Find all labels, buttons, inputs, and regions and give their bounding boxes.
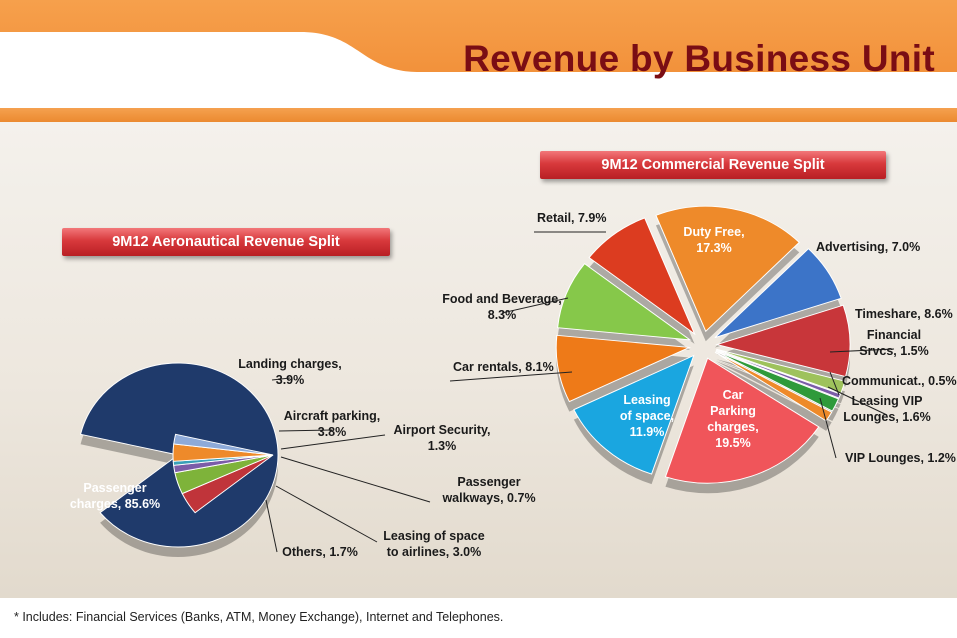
9m12-commercial-revenue-split-pie: Duty Free, 17.3% Advertising, 7.0% Timeshar…	[442, 205, 957, 494]
leader-line	[271, 377, 291, 381]
slice-car-rentals	[555, 334, 692, 403]
label-communicat: Communicat., 0.5%	[829, 371, 957, 396]
label-landing-charges: Landing charges, 3.9%	[238, 357, 342, 387]
data-label: Others, 1.7%	[282, 545, 358, 559]
leader-line	[278, 429, 333, 432]
slice-duty-free	[655, 205, 800, 333]
leader-line	[501, 297, 569, 314]
data-label: Financial Srvcs, 1.5%	[859, 328, 929, 358]
data-label: Food and Beverage, 8.3%	[442, 292, 561, 322]
label-passenger-walkways: Passenger walkways, 0.7%	[280, 456, 536, 505]
9m12-aeronautical-revenue-split-pie: Passenger charges, 85.6% Landing charges, 3…	[70, 357, 536, 559]
slice-advertising	[714, 248, 842, 339]
slice-leasing-of-space	[573, 354, 695, 475]
slice-food-and-beverage	[557, 263, 692, 341]
label-aircraft-parking: Aircraft parking, 3.8%	[278, 409, 381, 439]
footnote: * Includes: Financial Services (Banks, A…	[14, 610, 504, 624]
data-label: Landing charges, 3.9%	[238, 357, 342, 387]
header-curve	[0, 32, 957, 110]
footnote-bar: * Includes: Financial Services (Banks, A…	[0, 598, 957, 638]
label-leasing-vip-lounges: Leasing VIP Lounges, 1.6%	[827, 386, 931, 424]
label-retail: Retail, 7.9%	[534, 211, 606, 233]
aero-chart-title: 9M12 Aeronautical Revenue Split	[62, 228, 390, 256]
slice-shadow	[715, 362, 832, 431]
data-label: Duty Free, 17.3%	[683, 225, 744, 255]
label-passenger-charges: Passenger charges, 85.6%	[70, 481, 160, 511]
slice-communicat	[715, 349, 842, 399]
leader-line	[275, 485, 378, 543]
leader-line	[829, 348, 895, 353]
data-label: Leasing VIP Lounges, 1.6%	[843, 394, 931, 424]
header-stripe	[0, 108, 957, 122]
data-label: Communicat., 0.5%	[842, 374, 957, 388]
slice-timeshare	[715, 304, 851, 378]
label-airport-security: Airport Security, 1.3%	[280, 423, 491, 453]
label-car-rentals: Car rentals, 8.1%	[449, 360, 573, 382]
leader-line	[280, 434, 386, 450]
data-label: Passenger walkways, 0.7%	[441, 475, 535, 505]
label-car-parking-charges: Car Parking charges, 19.5%	[707, 388, 758, 450]
data-label: Passenger charges, 85.6%	[70, 481, 160, 511]
leader-line	[827, 386, 888, 416]
label-others: Others, 1.7%	[265, 499, 358, 559]
comm-chart-title: 9M12 Commercial Revenue Split	[540, 151, 886, 179]
label-leasing-of-space-to-airlines: Leasing of space to airlines, 3.0%	[275, 485, 485, 559]
leader-line	[449, 371, 573, 382]
label-financial-srvcs: Financial Srvcs, 1.5%	[829, 328, 929, 358]
label-food-and-beverage: Food and Beverage, 8.3%	[442, 292, 569, 322]
data-label: Airport Security, 1.3%	[393, 423, 490, 453]
slice-others	[173, 433, 274, 456]
data-label: Timeshare, 8.6%	[855, 307, 953, 321]
label-leasing-of-space: Leasing of space, 11.9%	[620, 393, 674, 439]
page-title: Revenue by Business Unit	[463, 38, 935, 79]
slice-leasing-vip-lounges	[715, 350, 840, 412]
label-timeshare: Timeshare, 8.6%	[855, 307, 953, 321]
leader-line	[265, 499, 278, 553]
label-advertising: Advertising, 7.0%	[816, 240, 920, 254]
data-label: Car Parking charges, 19.5%	[707, 388, 758, 450]
9m12-aeronautical-revenue-split-slices	[79, 362, 279, 548]
data-label: Car rentals, 8.1%	[453, 360, 554, 374]
data-label: Aircraft parking, 3.8%	[284, 409, 381, 439]
label-vip-lounges: VIP Lounges, 1.2%	[819, 397, 956, 465]
9m12-commercial-revenue-split-slices	[555, 205, 851, 484]
data-label: Leasing of space, 11.9%	[620, 393, 674, 439]
data-label: Retail, 7.9%	[537, 211, 606, 225]
leader-line	[819, 397, 837, 459]
data-label: Leasing of space to airlines, 3.0%	[383, 529, 484, 559]
leader-line	[280, 456, 431, 503]
slice-retail	[588, 217, 696, 336]
slice-car-parking-charges	[664, 357, 820, 484]
charts-canvas: Passenger charges, 85.6% Landing charges, 3…	[70, 205, 957, 559]
label-duty-free: Duty Free, 17.3%	[683, 225, 744, 255]
data-label: VIP Lounges, 1.2%	[845, 451, 956, 465]
data-label: Advertising, 7.0%	[816, 240, 920, 254]
